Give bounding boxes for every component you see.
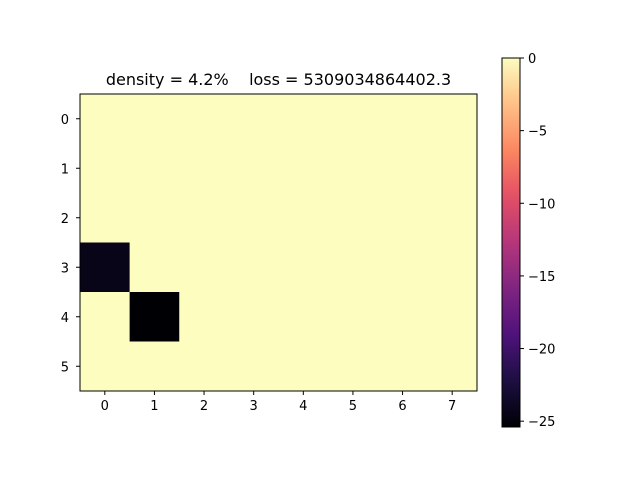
x-tick-label: 4: [299, 399, 307, 414]
heatmap-cell-r1-c0: [80, 143, 131, 194]
y-tick-label: 3: [61, 261, 69, 276]
heatmap-cell-r2-c7: [427, 193, 478, 243]
colorbar-tick-label: −25: [528, 415, 555, 430]
heatmap-cell-r5-c2: [179, 341, 230, 392]
heatmap-cell-r4-c3: [228, 292, 279, 342]
heatmap-cell-r2-c1: [129, 193, 180, 243]
y-axis: 0 1 2 3 4 5: [61, 113, 80, 375]
heatmap-cell-r1-c3: [228, 143, 279, 194]
plot-frame: [79, 93, 478, 392]
x-tick-label: 3: [250, 399, 258, 414]
heatmap-cell-r3-c1: [129, 242, 180, 293]
y-tick-label: 2: [61, 212, 69, 227]
x-tick-label: 7: [448, 399, 456, 414]
colorbar-tick-label: 0: [528, 52, 536, 67]
heatmap-cell-r0-c4: [278, 94, 329, 144]
colorbar-tick-label: −15: [528, 270, 555, 285]
heatmap-cell-r5-c0: [80, 341, 131, 392]
heatmap-cell-r2-c6: [377, 193, 428, 243]
heatmap-cell-r3-c7: [427, 242, 478, 293]
heatmap-cell-r3-c2: [179, 242, 230, 293]
heatmap-cell-r2-c2: [179, 193, 230, 243]
heatmap-cell-r5-c1: [129, 341, 180, 392]
x-tick-label: 2: [200, 399, 208, 414]
heatmap-cell-r1-c5: [328, 143, 379, 194]
y-tick-label: 5: [61, 360, 69, 375]
heatmap-cell-r5-c3: [228, 341, 279, 392]
heatmap-cells: [80, 94, 478, 392]
colorbar: 0 −5 −10 −15 −20 −25: [501, 52, 555, 430]
x-tick-label: 6: [398, 399, 406, 414]
heatmap-cell-r3-c6: [377, 242, 428, 293]
heatmap-cell-r0-c5: [328, 94, 379, 144]
colorbar-tick-label: −5: [528, 125, 547, 140]
heatmap-cell-r2-c3: [228, 193, 279, 243]
y-tick-label: 0: [61, 113, 69, 128]
y-tick-label: 4: [61, 311, 69, 326]
heatmap-cell-r0-c2: [179, 94, 230, 144]
heatmap-cell-r1-c7: [427, 143, 478, 194]
heatmap-cell-r3-c4: [278, 242, 329, 293]
chart-title: density = 4.2% loss = 5309034864402.3: [106, 70, 451, 89]
colorbar-axis: 0 −5 −10 −15 −20 −25: [520, 52, 555, 430]
heatmap-cell-r4-c5: [328, 292, 379, 342]
heatmap-cell-r1-c1: [129, 143, 180, 194]
heatmap-cell-r4-c0: [80, 292, 131, 342]
heatmap-cell-r4-c1: [129, 292, 180, 342]
x-tick-label: 5: [349, 399, 357, 414]
y-tick-label: 1: [61, 162, 69, 177]
heatmap-cell-r3-c3: [228, 242, 279, 293]
colorbar-gradient: [502, 58, 520, 427]
heatmap-cell-r4-c4: [278, 292, 329, 342]
x-tick-label: 1: [150, 399, 158, 414]
heatmap-cell-r0-c7: [427, 94, 478, 144]
heatmap-cell-r5-c5: [328, 341, 379, 392]
colorbar-frame: [501, 57, 521, 428]
heatmap-cell-r3-c5: [328, 242, 379, 293]
heatmap-cell-r1-c6: [377, 143, 428, 194]
heatmap-cell-r1-c2: [179, 143, 230, 194]
heatmap-cell-r0-c3: [228, 94, 279, 144]
colorbar-tick-label: −10: [528, 197, 555, 212]
heatmap-cell-r5-c6: [377, 341, 428, 392]
colorbar-tick-label: −20: [528, 343, 555, 358]
heatmap-cell-r2-c5: [328, 193, 379, 243]
heatmap-cell-r2-c0: [80, 193, 131, 243]
heatmap-cell-r2-c4: [278, 193, 329, 243]
heatmap-cell-r5-c4: [278, 341, 329, 392]
heatmap-cell-r0-c1: [129, 94, 180, 144]
heatmap-cell-r4-c2: [179, 292, 230, 342]
x-tick-label: 0: [101, 399, 109, 414]
heatmap-cell-r0-c0: [80, 94, 131, 144]
heatmap-cell-r0-c6: [377, 94, 428, 144]
heatmap-cell-r1-c4: [278, 143, 329, 194]
heatmap-cell-r3-c0: [80, 242, 131, 293]
x-axis: 0 1 2 3 4 5 6 7: [101, 391, 456, 414]
heatmap-cell-r4-c6: [377, 292, 428, 342]
heatmap-cell-r5-c7: [427, 341, 478, 392]
heatmap-cell-r4-c7: [427, 292, 478, 342]
